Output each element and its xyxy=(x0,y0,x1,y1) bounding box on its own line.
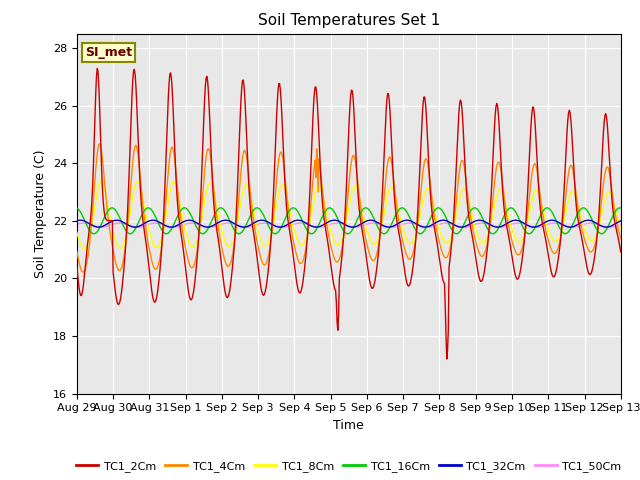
Legend: TC1_2Cm, TC1_4Cm, TC1_8Cm, TC1_16Cm, TC1_32Cm, TC1_50Cm: TC1_2Cm, TC1_4Cm, TC1_8Cm, TC1_16Cm, TC1… xyxy=(72,457,626,477)
Text: SI_met: SI_met xyxy=(85,46,132,59)
Y-axis label: Soil Temperature (C): Soil Temperature (C) xyxy=(35,149,47,278)
X-axis label: Time: Time xyxy=(333,419,364,432)
Title: Soil Temperatures Set 1: Soil Temperatures Set 1 xyxy=(258,13,440,28)
